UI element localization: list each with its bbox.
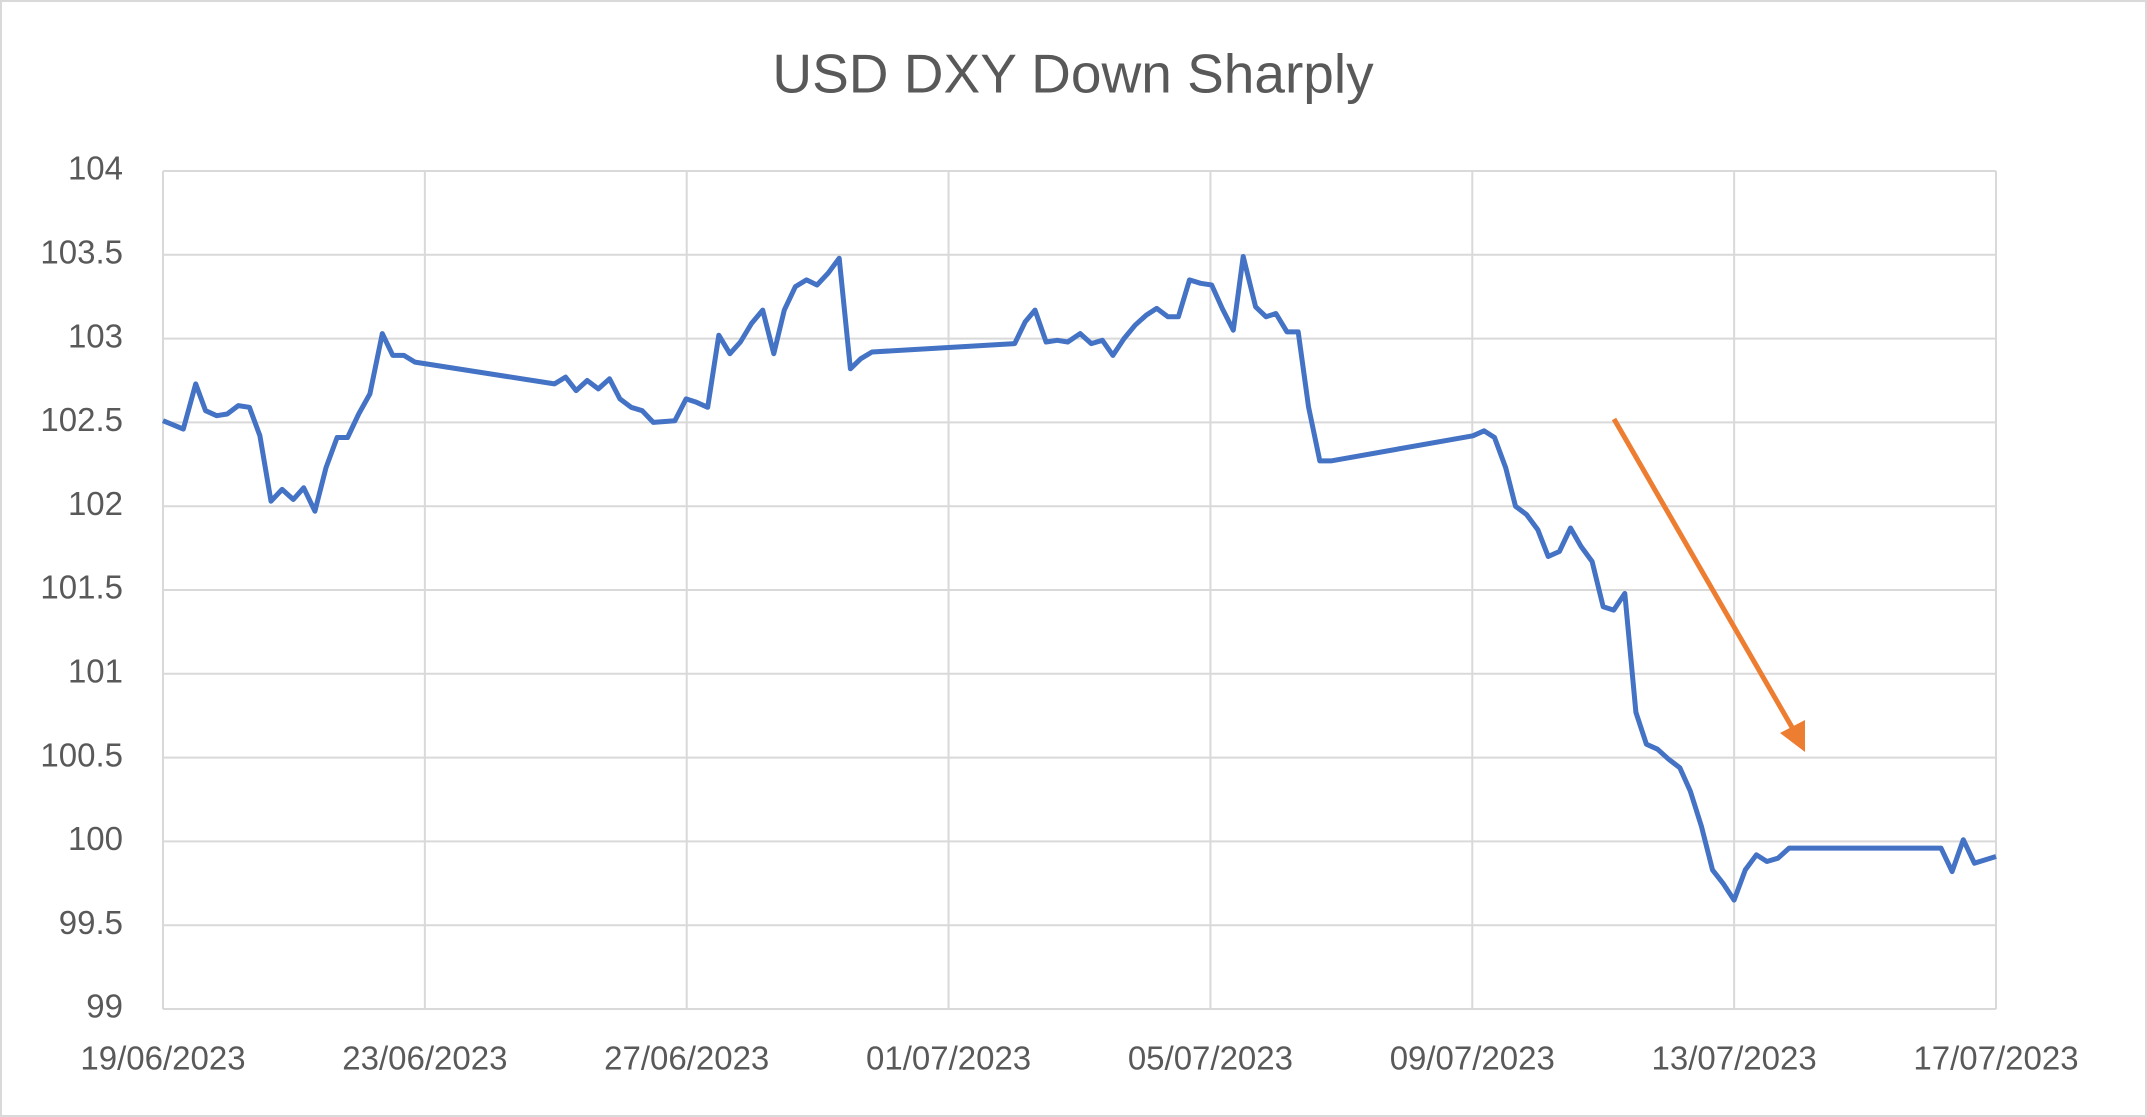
y-tick-label: 102.5 [40,401,123,438]
x-tick-label: 13/07/2023 [1652,1040,1817,1077]
x-tick-label: 19/06/2023 [80,1040,245,1077]
x-tick-label: 01/07/2023 [866,1040,1031,1077]
data-line [162,254,1997,903]
y-tick-label: 101 [68,653,123,690]
y-tick-label: 103 [68,317,123,354]
x-tick-label: 23/06/2023 [342,1040,507,1077]
x-tick-label: 09/07/2023 [1390,1040,1555,1077]
x-tick-label: 17/07/2023 [1913,1040,2078,1077]
x-tick-label: 05/07/2023 [1128,1040,1293,1077]
y-tick-label: 99.5 [59,904,123,941]
y-tick-label: 99 [86,988,123,1025]
y-tick-label: 103.5 [40,234,123,271]
plot-area: 99 99.5 100 100.5 101 101.5 102 102.5 103 103.5 10… [40,150,2078,1077]
trend-arrow [1611,417,1805,752]
y-tick-label: 104 [68,150,123,187]
x-tick-label: 27/06/2023 [604,1040,769,1077]
arrow-shaft [1611,417,1796,731]
y-tick-label: 102 [68,485,123,522]
y-tick-label: 100.5 [40,736,123,773]
y-tick-label: 100 [68,820,123,857]
y-tick-label: 101.5 [40,569,123,606]
arrow-head [1780,720,1805,752]
chart-title: USD DXY Down Sharply [772,43,1374,105]
